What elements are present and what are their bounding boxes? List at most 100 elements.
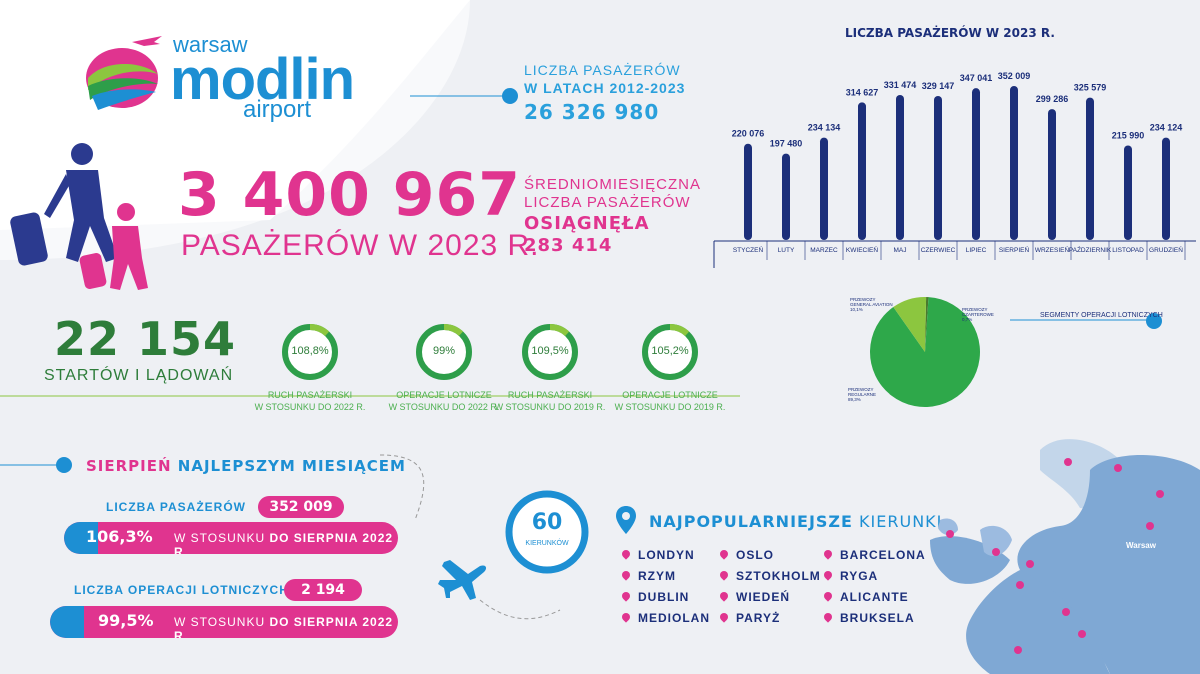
bar xyxy=(1048,109,1056,240)
directions-count: 60 xyxy=(531,510,563,535)
total-years-line2: W LATACH 2012-2023 xyxy=(524,80,686,96)
category-label: LIPIEC xyxy=(966,247,987,254)
travelers-icon xyxy=(10,143,148,290)
bar xyxy=(820,137,828,240)
directions-title: NAJPOPULARNIEJSZE KIERUNKI xyxy=(649,512,942,531)
pie-slice-label: PRZEWOZY CZARTEROWE 0,7% xyxy=(962,307,994,322)
category-label: KWIECIEŃ xyxy=(846,245,878,254)
destination-name: LONDYN xyxy=(638,548,695,562)
ring-value: 105,2% xyxy=(651,345,689,357)
pax-bar: 106,3% W STOSUNKU DO SIERPNIA 2022 R. xyxy=(64,522,398,554)
ring-1 xyxy=(282,324,338,380)
logo-mark-icon xyxy=(86,36,162,110)
map-pin-icon xyxy=(822,590,834,602)
category-label: MAJ xyxy=(894,247,907,254)
pax-cmp-b: DO SIERPNIA 2022 R. xyxy=(174,531,394,554)
destination-name: MEDIOLAN xyxy=(638,611,710,625)
headline-value: 3 400 967 xyxy=(178,160,522,230)
ring-2 xyxy=(416,324,472,380)
pax-cmp: W STOSUNKU DO SIERPNIA 2022 R. xyxy=(174,531,398,554)
pax-bar-cap xyxy=(64,522,98,554)
destination-item: LONDYN xyxy=(620,548,695,562)
bar xyxy=(1162,137,1170,240)
ops-label: LICZBA OPERACJI LOTNICZYCH xyxy=(74,583,289,597)
map-pin-icon xyxy=(718,590,730,602)
directions-count-label: KIERUNKÓW xyxy=(525,540,569,547)
destination-name: PARYŻ xyxy=(736,611,781,625)
bar xyxy=(782,153,790,240)
ops-bar-cap xyxy=(50,606,84,638)
category-label: LISTOPAD xyxy=(1112,247,1144,254)
ring-label-line1: OPERACJE LOTNICZE xyxy=(622,390,718,400)
map-pin-icon xyxy=(822,569,834,581)
bar-value-label: 347 041 xyxy=(960,73,993,83)
ring-label-line1: RUCH PASAŻERSKI xyxy=(507,390,593,400)
bar-value-label: 314 627 xyxy=(846,87,879,97)
ring-value: 109,5% xyxy=(531,345,569,357)
ring-label-line2: W STOSUNKU DO 2019 R. xyxy=(494,402,606,412)
location-pin-icon xyxy=(616,506,636,534)
pax-label: LICZBA PASAŻERÓW xyxy=(106,500,246,514)
operations-value: 22 154 xyxy=(54,312,237,366)
operations-label: STARTÓW I LĄDOWAŃ xyxy=(44,367,234,384)
pie-title: SEGMENTY OPERACJI LOTNICZYCH xyxy=(1040,312,1163,319)
directions-title-a: NAJPOPULARNIEJSZE xyxy=(649,512,853,531)
logo-modlin: modlin xyxy=(170,47,355,112)
ops-cmp-b: DO SIERPNIA 2022 R. xyxy=(174,615,394,638)
europe-map xyxy=(930,439,1200,674)
bar-chart-title: LICZBA PASAŻERÓW W 2023 R. xyxy=(845,26,1055,40)
map-pin-icon xyxy=(718,569,730,581)
logo-airport: airport xyxy=(243,96,312,123)
map-pin-icon xyxy=(718,611,730,623)
ring-arc xyxy=(522,324,578,380)
destination-name: OSLO xyxy=(736,548,775,562)
destination-item: RZYM xyxy=(620,569,676,583)
bar-value-label: 234 134 xyxy=(808,123,841,133)
destination-name: RZYM xyxy=(638,569,676,583)
destination-name: WIEDEŃ xyxy=(736,590,790,604)
bar-value-label: 325 579 xyxy=(1074,83,1107,93)
ring-label: OPERACJE LOTNICZE W STOSUNKU DO 2022 R. xyxy=(374,389,514,413)
bar xyxy=(1010,86,1018,240)
august-title: SIERPIEŃ NAJLEPSZYM MIESIĄCEM xyxy=(86,457,406,475)
category-label: MARZEC xyxy=(810,247,838,254)
bar-value-label: 215 990 xyxy=(1112,131,1145,141)
bar xyxy=(896,94,904,241)
avg-line2: LICZBA PASAŻERÓW xyxy=(524,194,691,211)
bar-value-label: 220 076 xyxy=(732,129,765,139)
category-label: CZERWIEC xyxy=(921,247,956,254)
category-label: SIERPIEŃ xyxy=(999,245,1030,254)
destination-item: RYGA xyxy=(822,569,878,583)
pie-slice xyxy=(870,297,980,407)
bar xyxy=(858,102,866,240)
avg-value: 283 414 xyxy=(524,235,613,256)
destination-name: BARCELONA xyxy=(840,548,926,562)
map-pin-icon xyxy=(620,569,632,581)
category-label: LUTY xyxy=(778,247,795,254)
destination-item: DUBLIN xyxy=(620,590,690,604)
destination-name: DUBLIN xyxy=(638,590,690,604)
august-title-a: SIERPIEŃ xyxy=(86,457,172,475)
directions-ring xyxy=(505,490,589,574)
pax-value: 352 009 xyxy=(258,496,344,518)
bar-value-label: 234 124 xyxy=(1150,123,1183,133)
plane-icon xyxy=(438,560,487,600)
map-pin-icon xyxy=(718,548,730,560)
ring-label-line2: W STOSUNKU DO 2022 R. xyxy=(388,402,500,412)
ring-label-line2: W STOSUNKU DO 2019 R. xyxy=(614,402,726,412)
category-label: WRZESIEŃ xyxy=(1035,245,1070,254)
pax-pct: 106,3% xyxy=(86,527,153,546)
ring-arc xyxy=(282,324,338,380)
ring-label-line2: W STOSUNKU DO 2022 R. xyxy=(254,402,366,412)
map-pin-icon xyxy=(620,611,632,623)
destination-item: PARYŻ xyxy=(718,611,781,625)
ring-4 xyxy=(642,324,698,380)
map-warsaw-label: Warsaw xyxy=(1126,541,1156,550)
total-years-value: 26 326 980 xyxy=(524,100,660,124)
avg-line1: ŚREDNIOMIESIĘCZNA xyxy=(524,176,702,193)
pie-slice-label: PRZEWOZY REGULARNE 89,3% xyxy=(848,387,876,402)
bar-value-label: 299 286 xyxy=(1036,94,1069,104)
destination-item: MEDIOLAN xyxy=(620,611,710,625)
august-title-b: NAJLEPSZYM MIESIĄCEM xyxy=(177,457,406,475)
destination-item: OSLO xyxy=(718,548,775,562)
